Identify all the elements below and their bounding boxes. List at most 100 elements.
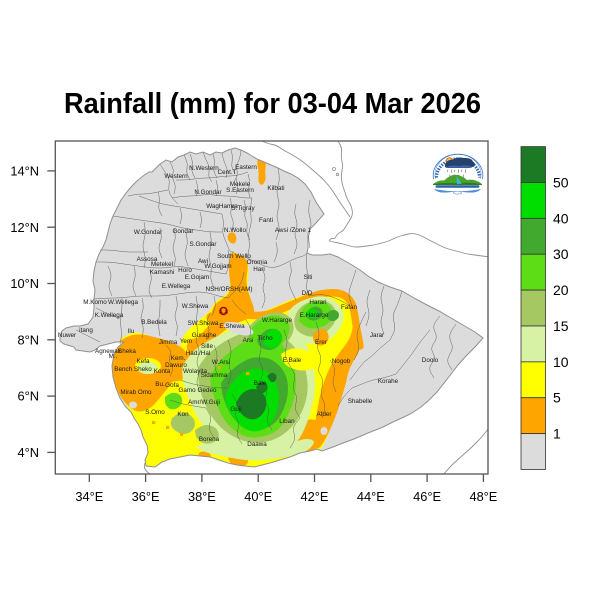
svg-text:36°E: 36°E <box>132 489 160 504</box>
svg-text:Gondar: Gondar <box>172 228 193 235</box>
svg-text:W.Shewa: W.Shewa <box>182 303 209 310</box>
svg-text:S.Tigray: S.Tigray <box>231 205 255 212</box>
svg-text:42°E: 42°E <box>301 489 329 504</box>
svg-text:Nuwer: Nuwer <box>58 332 76 339</box>
svg-text:Sheka: Sheka <box>118 348 136 355</box>
svg-text:12°N: 12°N <box>10 220 39 235</box>
svg-text:Bale: Bale <box>254 380 267 387</box>
svg-text:itang: itang <box>79 327 93 334</box>
svg-text:Fafan: Fafan <box>341 304 358 311</box>
svg-text:Shabelle: Shabelle <box>348 398 373 405</box>
svg-text:E.Bale: E.Bale <box>283 357 302 364</box>
svg-text:Borena: Borena <box>199 436 220 443</box>
svg-text:Wolayita: Wolayita <box>183 368 208 375</box>
svg-text:South Wello: South Wello <box>217 253 251 260</box>
svg-text:Eastern: Eastern <box>235 164 257 171</box>
svg-text:Had./Hal: Had./Hal <box>186 350 211 357</box>
svg-text:1: 1 <box>553 426 561 442</box>
svg-text:50: 50 <box>553 174 569 190</box>
svg-text:Afder: Afder <box>316 411 331 418</box>
svg-text:E.Wellega: E.Wellega <box>162 283 191 290</box>
svg-text:30: 30 <box>553 246 569 262</box>
svg-text:Siti: Siti <box>304 274 313 281</box>
svg-text:Ilu: Ilu <box>128 328 135 335</box>
svg-text:M..: M.. <box>109 353 118 360</box>
svg-text:Bu.: Bu. <box>155 381 165 388</box>
svg-text:E.Gojam: E.Gojam <box>185 274 210 281</box>
svg-text:40: 40 <box>553 210 569 226</box>
svg-text:SW.Shewa: SW.Shewa <box>188 320 219 327</box>
svg-text:E.Hararge: E.Hararge <box>300 312 329 319</box>
svg-text:Arsi: Arsi <box>243 337 254 344</box>
svg-text:Awsi /Zone 1: Awsi /Zone 1 <box>275 227 312 234</box>
svg-text:Nogob: Nogob <box>332 358 351 365</box>
svg-text:S.Omo: S.Omo <box>145 409 165 416</box>
svg-text:N.Wollo: N.Wollo <box>224 227 246 234</box>
svg-text:Gedeo: Gedeo <box>198 387 217 394</box>
svg-text:Horo: Horo <box>178 267 192 274</box>
svg-text:Kamashi: Kamashi <box>150 269 175 276</box>
svg-text:5: 5 <box>553 390 561 406</box>
svg-text:Guji: Guji <box>230 406 241 413</box>
svg-text:Gamo: Gamo <box>178 387 196 394</box>
svg-text:48°E: 48°E <box>469 489 497 504</box>
svg-text:Kem.: Kem. <box>171 355 186 362</box>
svg-text:S.Gondar: S.Gondar <box>190 241 217 248</box>
svg-text:Mirab Omo: Mirab Omo <box>120 389 152 396</box>
svg-text:20: 20 <box>553 282 569 298</box>
svg-text:15: 15 <box>553 318 569 334</box>
svg-text:Sidamma: Sidamma <box>201 372 228 379</box>
svg-text:10°N: 10°N <box>10 276 39 291</box>
svg-text:M.Komo: M.Komo <box>83 299 107 306</box>
svg-text:38°E: 38°E <box>188 489 216 504</box>
svg-text:Liban: Liban <box>279 418 295 425</box>
svg-text:Ticho: Ticho <box>257 335 273 342</box>
svg-text:Awi: Awi <box>198 258 208 265</box>
svg-text:N.Gondar: N.Gondar <box>194 189 221 196</box>
svg-text:WagHamra: WagHamra <box>206 203 238 210</box>
svg-text:Rainfall (mm) for 03-04 Mar 20: Rainfall (mm) for 03-04 Mar 2026 <box>64 88 481 120</box>
svg-text:E.Shewa: E.Shewa <box>219 323 245 330</box>
svg-text:W.Hararge: W.Hararge <box>262 317 293 324</box>
svg-text:Jarar: Jarar <box>370 332 384 339</box>
svg-text:Dawuro: Dawuro <box>165 362 187 369</box>
svg-text:Assosa: Assosa <box>137 256 158 263</box>
svg-text:K.Wellega: K.Wellega <box>95 312 124 319</box>
svg-text:D/D: D/D <box>302 290 313 297</box>
svg-text:Harari: Harari <box>309 299 326 306</box>
svg-text:Western: Western <box>164 173 188 180</box>
svg-text:Daawa: Daawa <box>247 441 267 448</box>
svg-text:W.Wellega: W.Wellega <box>108 299 138 306</box>
svg-text:44°E: 44°E <box>357 489 385 504</box>
svg-text:N.Western: N.Western <box>189 165 219 172</box>
svg-text:Guraghe: Guraghe <box>192 332 217 339</box>
svg-text:Kefa: Kefa <box>137 358 150 365</box>
svg-text:14°N: 14°N <box>10 164 39 179</box>
svg-text:Jimma: Jimma <box>159 339 178 346</box>
svg-text:Metekel: Metekel <box>151 261 173 268</box>
svg-text:B.Bedela: B.Bedela <box>141 319 167 326</box>
svg-text:Kon: Kon <box>177 411 189 418</box>
svg-text:W.Gojjam: W.Gojjam <box>204 263 231 270</box>
svg-text:Yem: Yem <box>180 338 192 345</box>
svg-text:Gofa: Gofa <box>165 382 179 389</box>
svg-text:Doolo: Doolo <box>422 357 439 364</box>
svg-text:Mekele: Mekele <box>230 181 251 188</box>
svg-text:W.Arsi: W.Arsi <box>212 359 230 366</box>
svg-text:34°E: 34°E <box>75 489 103 504</box>
svg-text:Korahe: Korahe <box>378 378 399 385</box>
svg-text:Amr/W.Guji: Amr/W.Guji <box>188 399 220 406</box>
svg-text:40°E: 40°E <box>244 489 272 504</box>
svg-text:4°N: 4°N <box>18 445 39 460</box>
svg-text:Konta: Konta <box>154 368 171 375</box>
svg-text:Cent.T: Cent.T <box>218 169 237 176</box>
svg-text:Fanti: Fanti <box>259 217 273 224</box>
svg-text:46°E: 46°E <box>413 489 441 504</box>
svg-text:A.A: A.A <box>219 310 228 316</box>
svg-text:10: 10 <box>553 354 569 370</box>
svg-text:S.Eastern: S.Eastern <box>226 187 254 194</box>
svg-text:Oromia: Oromia <box>247 259 268 266</box>
svg-text:NSH/ORSH(AM): NSH/ORSH(AM) <box>206 286 253 293</box>
svg-text:8°N: 8°N <box>18 332 39 347</box>
svg-text:Sille: Sille <box>201 343 213 350</box>
